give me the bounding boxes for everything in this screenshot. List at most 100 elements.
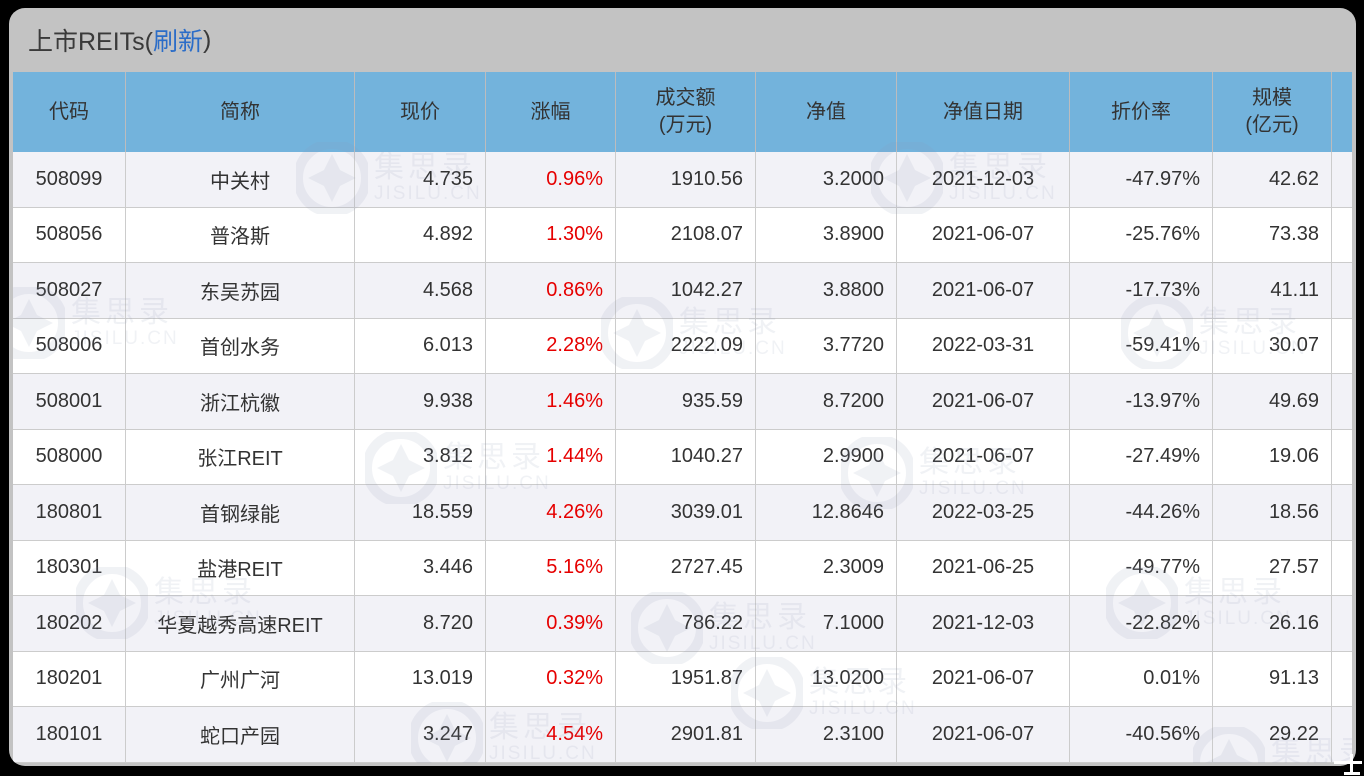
cell-clipped xyxy=(1332,652,1352,707)
cell-clipped xyxy=(1332,319,1352,374)
table-row: 180202 华夏越秀高速REIT 8.720 0.39% 786.22 7.1000 20… xyxy=(13,596,1352,652)
cell-price: 18.559 xyxy=(355,485,486,540)
cell-change: 0.32% xyxy=(486,651,616,706)
cell-name: 普洛斯 xyxy=(126,207,355,262)
cell-nav_date: 2021-06-25 xyxy=(897,540,1070,595)
cell-change: 5.16% xyxy=(486,540,616,595)
cell-code: 508056 xyxy=(13,207,126,262)
cell-nav: 3.8900 xyxy=(756,207,897,262)
cell-name: 浙江杭徽 xyxy=(126,374,355,429)
column-header-scale: 规模 (亿元) xyxy=(1213,72,1332,152)
cell-name: 盐港REIT xyxy=(126,540,355,595)
cell-name: 华夏越秀高速REIT xyxy=(126,596,355,651)
cell-scale: 42.62 xyxy=(1213,152,1332,207)
cell-turnover: 1042.27 xyxy=(616,263,756,318)
cell-change: 1.30% xyxy=(486,207,616,262)
cell-discount: -17.73% xyxy=(1070,263,1213,318)
cell-scale: 30.07 xyxy=(1213,318,1332,373)
table-row: 180201 广州广河 13.019 0.32% 1951.87 13.0200 2021-… xyxy=(13,651,1352,707)
column-header-turnover: 成交额 (万元) xyxy=(616,72,756,152)
cell-nav_date: 2021-12-03 xyxy=(897,596,1070,651)
column-header-nav_date: 净值日期 xyxy=(897,72,1070,152)
cell-scale: 49.69 xyxy=(1213,374,1332,429)
cell-turnover: 786.22 xyxy=(616,596,756,651)
cell-turnover: 2108.07 xyxy=(616,207,756,262)
cell-scale: 18.56 xyxy=(1213,485,1332,540)
cell-nav_date: 2021-06-07 xyxy=(897,707,1070,762)
cell-discount: -22.82% xyxy=(1070,596,1213,651)
cell-clipped xyxy=(1332,374,1352,429)
cell-name: 中关村 xyxy=(126,152,355,207)
table-row: 508000 张江REIT 3.812 1.44% 1040.27 2.9900 2021-… xyxy=(13,429,1352,485)
cell-nav: 13.0200 xyxy=(756,651,897,706)
cell-nav_date: 2021-06-07 xyxy=(897,374,1070,429)
cell-price: 8.720 xyxy=(355,596,486,651)
cell-change: 2.28% xyxy=(486,318,616,373)
cell-nav_date: 2021-06-07 xyxy=(897,429,1070,484)
cell-nav_date: 2021-06-07 xyxy=(897,651,1070,706)
cell-nav: 3.2000 xyxy=(756,152,897,207)
cell-price: 6.013 xyxy=(355,318,486,373)
cell-nav_date: 2021-06-07 xyxy=(897,207,1070,262)
cell-change: 4.54% xyxy=(486,707,616,762)
cell-scale: 27.57 xyxy=(1213,540,1332,595)
table-row: 180801 首钢绿能 18.559 4.26% 3039.01 12.8646 2022-… xyxy=(13,485,1352,541)
cell-code: 508001 xyxy=(13,374,126,429)
cell-nav: 2.9900 xyxy=(756,429,897,484)
column-header-clipped xyxy=(1332,72,1352,152)
table-row: 508099 中关村 4.735 0.96% 1910.56 3.2000 2021-12-… xyxy=(13,152,1352,208)
cell-price: 4.892 xyxy=(355,207,486,262)
page-title-suffix: ) xyxy=(203,25,212,54)
cell-price: 4.568 xyxy=(355,263,486,318)
cell-change: 1.44% xyxy=(486,429,616,484)
cell-discount: -13.97% xyxy=(1070,374,1213,429)
cell-discount: -59.41% xyxy=(1070,318,1213,373)
column-header-label: 成交额 xyxy=(655,87,716,109)
cell-name: 蛇口产园 xyxy=(126,707,355,762)
column-header-nav: 净值 xyxy=(756,72,897,152)
cell-turnover: 2727.45 xyxy=(616,540,756,595)
cell-code: 180801 xyxy=(13,485,126,540)
column-header-code: 代码 xyxy=(13,72,126,152)
cell-price: 3.446 xyxy=(355,540,486,595)
cell-change: 0.96% xyxy=(486,152,616,207)
cell-price: 4.735 xyxy=(355,152,486,207)
cell-discount: -25.76% xyxy=(1070,207,1213,262)
column-header-label: 净值日期 xyxy=(943,100,1023,123)
cell-turnover: 2222.09 xyxy=(616,318,756,373)
column-header-label: 折价率 xyxy=(1111,100,1171,123)
cell-name: 首钢绿能 xyxy=(126,485,355,540)
cell-change: 4.26% xyxy=(486,485,616,540)
column-header-sublabel: (万元) xyxy=(658,114,713,136)
cell-code: 180202 xyxy=(13,596,126,651)
cell-nav_date: 2022-03-25 xyxy=(897,485,1070,540)
cell-discount: -44.26% xyxy=(1070,485,1213,540)
cell-code: 180201 xyxy=(13,651,126,706)
cell-nav: 12.8646 xyxy=(756,485,897,540)
cell-clipped xyxy=(1332,152,1352,207)
cell-scale: 41.11 xyxy=(1213,263,1332,318)
cell-scale: 19.06 xyxy=(1213,429,1332,484)
cell-clipped xyxy=(1332,208,1352,263)
table-row: 508001 浙江杭徽 9.938 1.46% 935.59 8.7200 2021-06-… xyxy=(13,374,1352,430)
column-header-sublabel: (亿元) xyxy=(1245,114,1299,136)
reits-panel: 上市REITs(刷新) 代码 简称 现价 涨幅 成交额 (万元) 净值 净值日期 折价率 规模 (亿… xyxy=(9,8,1356,766)
table-row: 508027 东吴苏园 4.568 0.86% 1042.27 3.8800 2021-06… xyxy=(13,263,1352,319)
cell-code: 180101 xyxy=(13,707,126,762)
refresh-link[interactable]: 刷新 xyxy=(153,28,204,56)
table-row: 180301 盐港REIT 3.446 5.16% 2727.45 2.3009 2021-… xyxy=(13,540,1352,596)
cell-discount: -27.49% xyxy=(1070,429,1213,484)
cell-clipped xyxy=(1332,596,1352,651)
cell-scale: 73.38 xyxy=(1213,207,1332,262)
cell-clipped xyxy=(1332,263,1352,318)
table-row: 508056 普洛斯 4.892 1.30% 2108.07 3.8900 2021-06-… xyxy=(13,207,1352,263)
column-header-discount: 折价率 xyxy=(1070,72,1213,152)
cell-code: 508006 xyxy=(13,318,126,373)
cell-discount: -40.56% xyxy=(1070,707,1213,762)
cell-change: 0.39% xyxy=(486,596,616,651)
cell-scale: 91.13 xyxy=(1213,651,1332,706)
cell-nav_date: 2022-03-31 xyxy=(897,318,1070,373)
column-header-label: 净值 xyxy=(806,100,846,123)
page-title-prefix: 上市REITs( xyxy=(28,28,154,56)
